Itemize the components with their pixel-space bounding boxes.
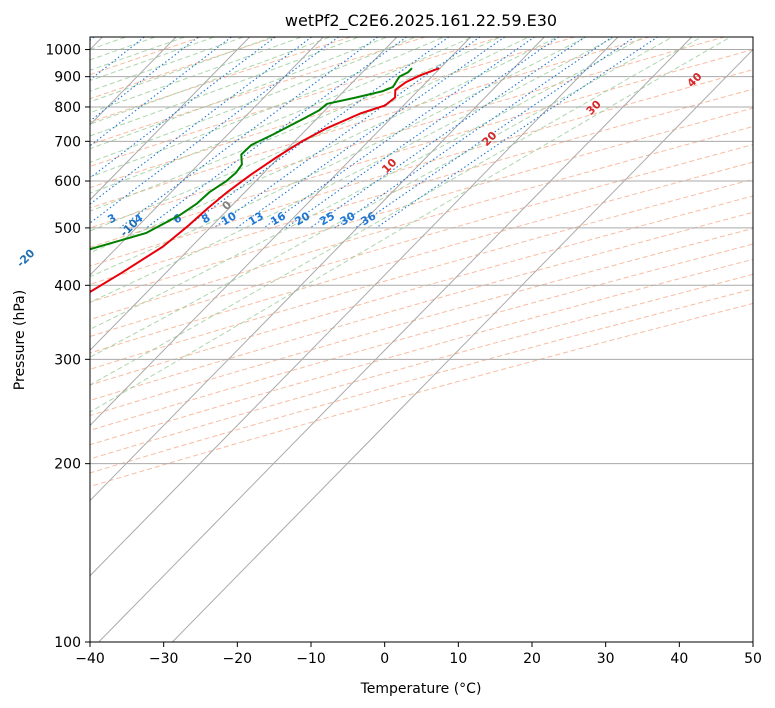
- y-tick-label: 900: [54, 70, 81, 86]
- moist-adiabat: [90, 37, 502, 212]
- isotherm-label: -20: [14, 246, 37, 269]
- y-tick-label: 100: [54, 635, 81, 651]
- mixing-ratio-line: [90, 37, 313, 205]
- mixing-ratio-line: [90, 37, 199, 122]
- x-tick-label: −10: [296, 651, 326, 667]
- x-tick-label: 50: [744, 651, 762, 667]
- dry-adiabat: [90, 144, 753, 338]
- temperature-profile: [90, 67, 440, 294]
- x-tick-label: 0: [380, 651, 389, 667]
- mixing-ratio-line: [355, 37, 636, 229]
- dry-adiabat: [90, 49, 753, 248]
- mixing-ratio-line: [90, 37, 233, 147]
- x-tick-label: 30: [597, 651, 615, 667]
- mixing-ratio-line: [213, 37, 481, 229]
- plot-background: [90, 37, 753, 642]
- dewpoint-profile: [90, 67, 413, 251]
- x-tick-label: −30: [149, 651, 179, 667]
- mixing-ratio-line: [375, 37, 659, 229]
- x-axis: −40 −30 −20 −10 0 10 20 30 40 50: [75, 642, 762, 667]
- mixing-ratio-line: [90, 37, 340, 224]
- x-tick-label: 10: [449, 651, 467, 667]
- y-tick-label: 500: [54, 221, 81, 237]
- isotherm: [90, 37, 545, 502]
- plot-frame: [89, 36, 754, 643]
- mixing-ratio-line: [236, 37, 506, 229]
- isotherm: [98, 37, 692, 642]
- moist-adiabat: [90, 37, 703, 386]
- mixing-ratio-line: [146, 37, 408, 229]
- y-axis: 100 200 300 400 500 600 700 800 900 1000: [45, 43, 90, 651]
- mixing-ratio-line: [285, 37, 560, 229]
- mixing-ratio-line: [119, 37, 379, 229]
- isotherm: [90, 37, 471, 427]
- x-tick-label: 20: [523, 651, 541, 667]
- y-tick-label: 300: [54, 352, 81, 368]
- y-tick-label: 200: [54, 457, 81, 473]
- y-tick-label: 800: [54, 100, 81, 116]
- x-tick-label: 40: [670, 651, 688, 667]
- x-axis-label: Temperature (°C): [360, 681, 482, 697]
- mixing-ratio-line: [184, 37, 450, 229]
- dry-adiabat: [90, 178, 753, 370]
- y-tick-label: 1000: [45, 43, 81, 59]
- mixing-ratio-line: [334, 37, 614, 229]
- mixing-ratio-line: [263, 37, 536, 229]
- y-axis-label: Pressure (hPa): [12, 290, 28, 390]
- y-tick-label: 400: [54, 278, 81, 294]
- isotherm: [172, 48, 753, 642]
- isotherm: [90, 37, 398, 351]
- isotherm: [90, 37, 250, 201]
- isotherm: [90, 37, 619, 577]
- chart-title: wetPf2_C2E6.2025.161.22.59.E30: [285, 11, 557, 31]
- dry-adiabat: [90, 288, 753, 474]
- dry-adiabat: [90, 302, 753, 488]
- moist-adiabat: [90, 37, 559, 254]
- x-tick-label: −40: [75, 651, 105, 667]
- dry-adiabat: [90, 107, 753, 303]
- background-lines: [90, 37, 753, 642]
- mixing-ratio-line: [90, 37, 95, 41]
- series-lines: [90, 67, 440, 294]
- isotherm: [90, 37, 324, 276]
- y-tick-label: 700: [54, 134, 81, 150]
- y-tick-label: 600: [54, 174, 81, 190]
- x-tick-label: −20: [223, 651, 253, 667]
